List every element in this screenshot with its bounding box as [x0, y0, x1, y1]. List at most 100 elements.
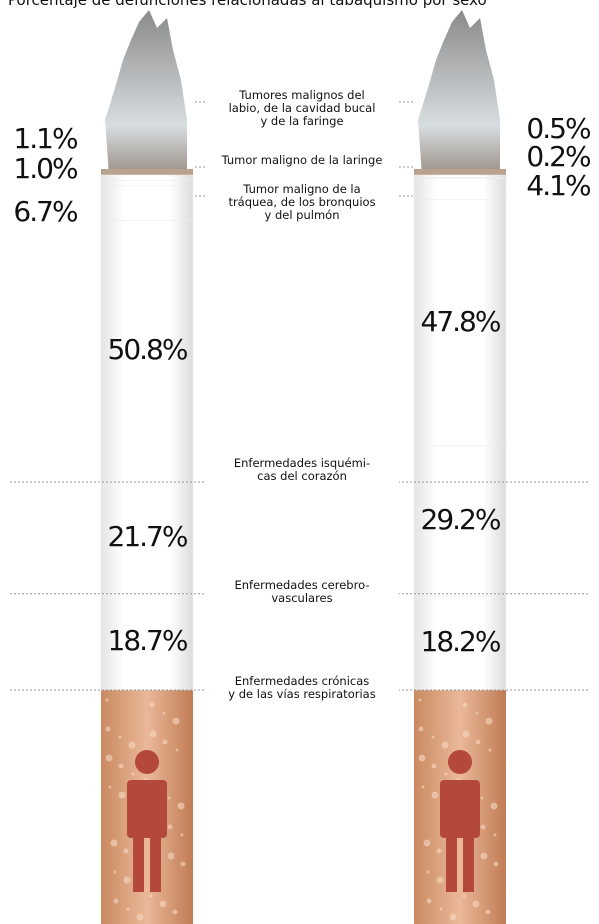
cork-speck — [444, 772, 448, 776]
burn-edge — [101, 169, 193, 179]
cork-speck — [431, 763, 437, 769]
cork-speck — [172, 909, 178, 915]
icon-leg — [133, 836, 144, 892]
cork-speck — [462, 702, 468, 708]
cork-speck — [480, 796, 484, 800]
cork-speck — [426, 898, 432, 904]
cork-speck — [436, 876, 444, 884]
data-label: 21.7% — [108, 520, 188, 553]
cork-speck — [493, 833, 497, 837]
cork-speck — [105, 754, 113, 762]
cork-speck — [180, 833, 184, 837]
cork-speck — [462, 730, 470, 738]
series-label: Enfermedades crónicas y de las vías resp… — [205, 674, 399, 702]
cork-speck — [108, 785, 112, 789]
burn-edge — [414, 169, 506, 179]
icon-leg — [463, 836, 474, 892]
segment — [100, 174, 194, 181]
cork-speck — [172, 717, 180, 725]
cork-speck — [423, 839, 431, 847]
data-label: 0.5% — [526, 112, 591, 145]
cork-speck — [162, 739, 168, 745]
cork-speck — [110, 839, 118, 847]
series-label: Tumores malignos del labio, de la cavida… — [205, 88, 399, 129]
cork-speck — [126, 907, 130, 911]
cork-speck — [123, 848, 129, 854]
cork-speck — [475, 711, 479, 715]
icon-leg — [150, 836, 161, 892]
cork-speck — [136, 913, 144, 921]
icon-body — [127, 780, 167, 838]
cork-speck — [159, 900, 167, 908]
cork-speck — [167, 824, 173, 830]
cork-speck — [418, 754, 426, 762]
series-label: Tumor maligno de la tráquea, de los bron… — [205, 182, 399, 223]
segment — [413, 178, 507, 200]
ash — [418, 10, 500, 175]
cork-speck — [480, 852, 488, 860]
cork-speck — [449, 913, 457, 921]
data-label: 50.8% — [108, 333, 188, 366]
cork-speck — [167, 796, 171, 800]
paper — [414, 175, 506, 690]
cork-speck — [131, 772, 135, 776]
data-label: 18.7% — [108, 624, 188, 657]
data-label: 0.2% — [526, 140, 591, 173]
cork-speck — [113, 870, 117, 874]
series-label: Enfermedades isquémi- cas del corazón — [205, 455, 399, 484]
cork-speck — [177, 802, 185, 810]
cork-speck — [118, 763, 124, 769]
data-label: 47.8% — [421, 305, 501, 338]
ash — [105, 10, 187, 175]
cork-speck — [123, 876, 131, 884]
cork-speck — [113, 898, 119, 904]
data-label: 18.2% — [421, 625, 501, 658]
data-label: 29.2% — [421, 503, 501, 536]
icon-head — [135, 750, 159, 774]
cork-speck — [167, 852, 175, 860]
cork-speck — [180, 861, 186, 867]
cork-speck — [421, 785, 425, 789]
cork-speck — [418, 726, 424, 732]
segment — [100, 180, 194, 187]
data-label: 1.0% — [13, 152, 78, 185]
cork-speck — [485, 909, 491, 915]
cork-speck — [490, 802, 498, 810]
series-label: Tumor maligno de la laringe — [205, 153, 399, 168]
cork-speck — [128, 741, 136, 749]
cork-speck — [175, 748, 179, 752]
segment — [413, 174, 507, 178]
series-label: Enfermedades cerebro- vasculares — [205, 577, 399, 606]
icon-leg — [446, 836, 457, 892]
cork-speck — [105, 698, 109, 702]
cork-speck — [431, 791, 439, 799]
cork-speck — [418, 698, 422, 702]
cork-speck — [480, 824, 486, 830]
cork-speck — [472, 900, 480, 908]
cork-speck — [475, 739, 481, 745]
cork-speck — [162, 711, 166, 715]
cork-speck — [431, 735, 435, 739]
cork-speck — [118, 735, 122, 739]
cork-speck — [118, 791, 126, 799]
cork-speck — [149, 730, 157, 738]
cork-speck — [149, 702, 155, 708]
segment — [100, 185, 194, 221]
chart-title: Porcentaje de defunciones relacionadas a… — [8, 0, 487, 9]
cork-speck — [439, 907, 443, 911]
cork-speck — [436, 848, 442, 854]
cork-speck — [462, 894, 466, 898]
cork-speck — [488, 748, 492, 752]
icon-head — [448, 750, 472, 774]
paper — [101, 175, 193, 690]
icon-body — [440, 780, 480, 838]
data-label: 6.7% — [13, 195, 78, 228]
cork-speck — [426, 870, 430, 874]
data-label: 1.1% — [13, 122, 78, 155]
cork-speck — [485, 717, 493, 725]
cork-speck — [105, 726, 111, 732]
cork-speck — [493, 861, 499, 867]
cork-speck — [441, 741, 449, 749]
